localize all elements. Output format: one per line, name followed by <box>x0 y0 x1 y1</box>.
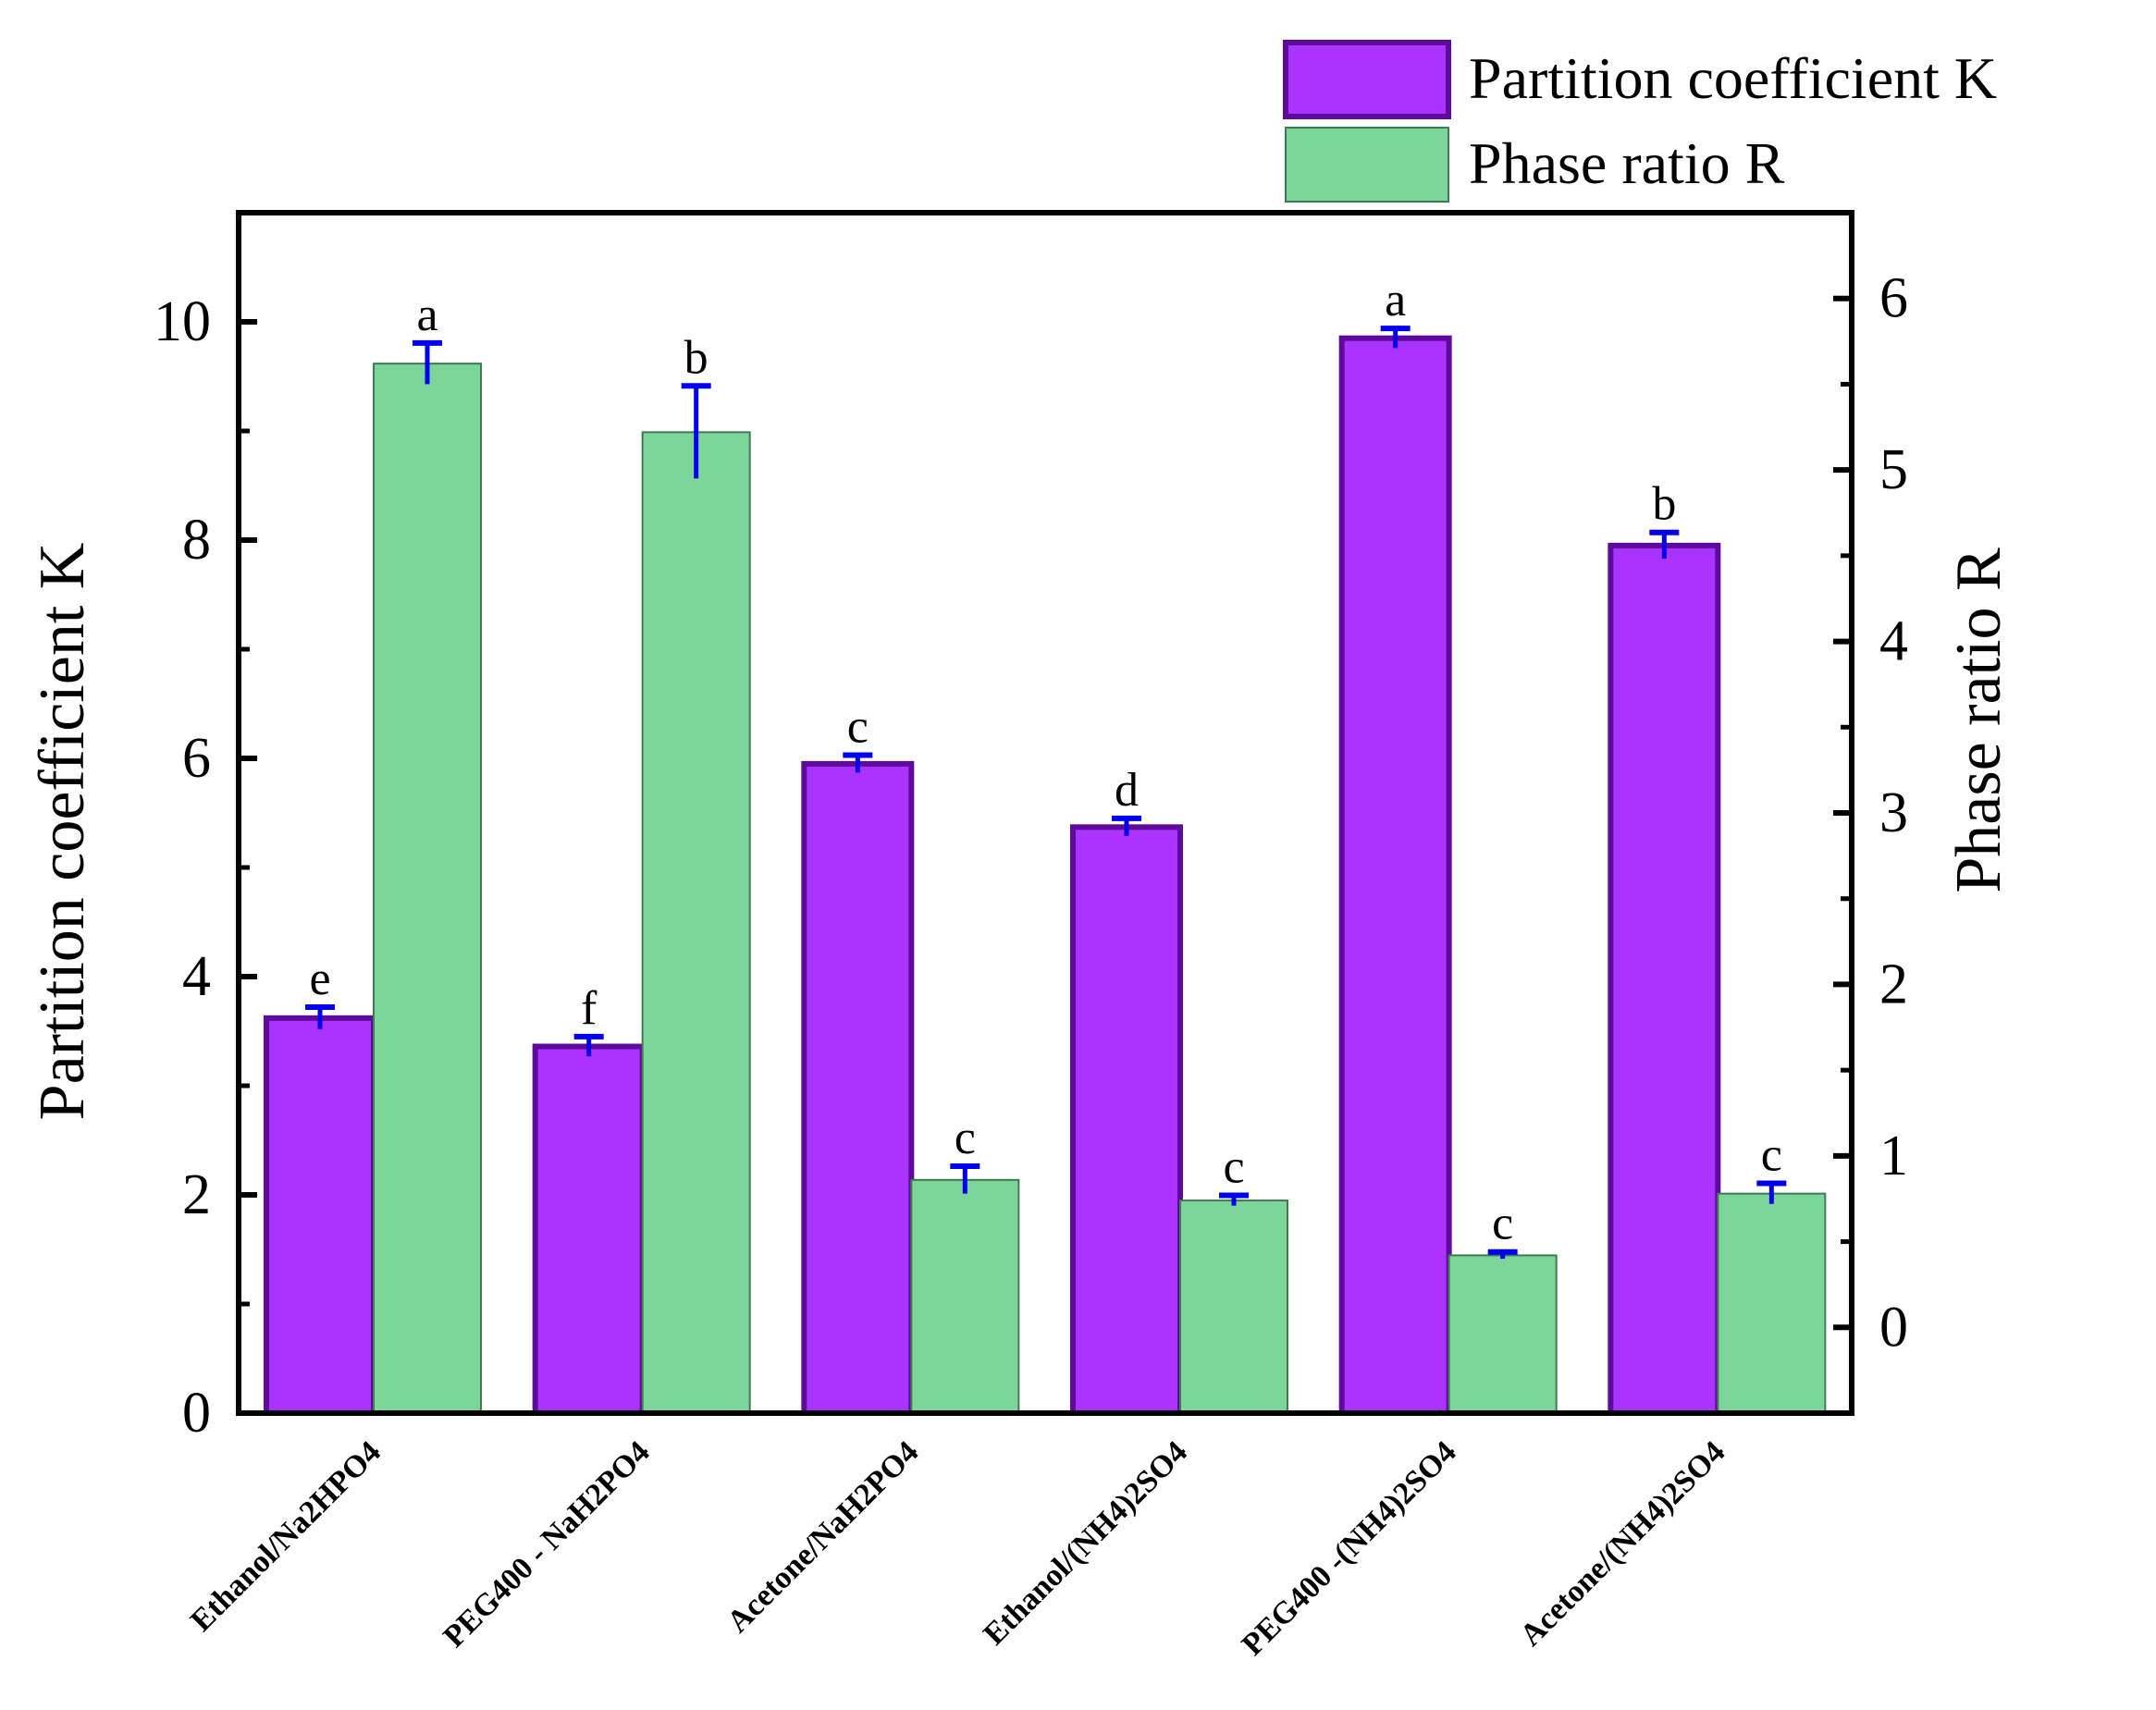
letter-partition-coefficient-k-peg400-nh4-2so4: a <box>1385 274 1406 326</box>
bar-phase-ratio-r-ethanol-nh4-2so4 <box>1179 1199 1288 1415</box>
y-axis-label: Partition coefficient K <box>27 543 98 1121</box>
axis-ticks-layer <box>239 295 1852 1416</box>
y2-tick-label-2: 2 <box>1879 953 1908 1015</box>
letter-partition-coefficient-k-acetone-nah2po4: c <box>847 700 869 753</box>
legend-label-partition-coefficient: Partition coefficient K <box>1469 45 1997 111</box>
tick-labels-layer: 0 2 4 6 8 10 0 1 2 3 4 5 6 <box>154 267 1908 1445</box>
category-label-peg400-nh4-2so4: PEG400 -(NH4)2SO4 <box>1236 1434 1463 1662</box>
y2-tick-label-5: 5 <box>1879 438 1908 501</box>
bars-layer <box>264 335 1827 1417</box>
letter-partition-coefficient-k-peg400-nah2po4: f <box>581 982 598 1035</box>
y2-tick-label-6: 6 <box>1879 267 1908 330</box>
letter-phase-ratio-r-acetone-nh4-2so4: c <box>1761 1129 1782 1182</box>
y2-tick-label-1: 1 <box>1879 1125 1908 1187</box>
legend-swatch-phase-ratio <box>1285 127 1449 203</box>
letter-phase-ratio-r-peg400-nah2po4: b <box>684 331 708 384</box>
letter-phase-ratio-r-ethanol-na2hpo4: a <box>416 289 437 341</box>
bar-partition-coefficient-k-peg400-nh4-2so4 <box>1338 335 1452 1417</box>
legend: Partition coefficient K Phase ratio R <box>1283 40 1997 203</box>
y-tick-label-8: 8 <box>182 509 211 572</box>
category-label-acetone-nh4-2so4: Acetone/(NH4)2SO4 <box>1513 1434 1731 1653</box>
category-label-ethanol-nh4-2so4: Ethanol/(NH4)2SO4 <box>977 1434 1194 1652</box>
error-bars-layer <box>305 326 1787 1260</box>
bar-phase-ratio-r-peg400-nh4-2so4 <box>1448 1254 1558 1415</box>
y2-tick-label-4: 4 <box>1879 610 1908 673</box>
bar-phase-ratio-r-ethanol-na2hpo4 <box>373 363 482 1415</box>
letter-phase-ratio-r-ethanol-nh4-2so4: c <box>1223 1141 1244 1194</box>
y2-tick-label-0: 0 <box>1879 1296 1908 1359</box>
y2-tick-label-3: 3 <box>1879 781 1908 844</box>
letter-partition-coefficient-k-acetone-nh4-2so4: b <box>1652 478 1676 531</box>
bar-partition-coefficient-k-acetone-nah2po4 <box>801 760 915 1416</box>
letter-phase-ratio-r-acetone-nah2po4: c <box>955 1112 976 1164</box>
category-label-ethanol-na2hpo4: Ethanol/Na2HPO4 <box>184 1434 388 1638</box>
bar-partition-coefficient-k-ethanol-na2hpo4 <box>264 1015 376 1416</box>
letter-phase-ratio-r-peg400-nh4-2so4: c <box>1492 1198 1513 1250</box>
letter-partition-coefficient-k-ethanol-nh4-2so4: d <box>1115 764 1139 817</box>
y-tick-label-10: 10 <box>154 290 211 353</box>
bar-partition-coefficient-k-ethanol-nh4-2so4 <box>1070 824 1183 1416</box>
bar-partition-coefficient-k-acetone-nh4-2so4 <box>1608 542 1721 1416</box>
category-label-acetone-nah2po4: Acetone/NaH2PO4 <box>721 1434 925 1639</box>
y-tick-label-6: 6 <box>182 727 211 790</box>
bar-partition-coefficient-k-peg400-nah2po4 <box>532 1043 646 1417</box>
legend-label-phase-ratio: Phase ratio R <box>1469 130 1785 196</box>
bar-phase-ratio-r-acetone-nh4-2so4 <box>1717 1192 1827 1415</box>
y-tick-label-0: 0 <box>182 1382 211 1445</box>
category-labels-layer: Ethanol/Na2HPO4 PEG400 - NaH2PO4 Acetone/N… <box>184 1434 1731 1662</box>
legend-swatch-partition-coefficient <box>1283 40 1451 119</box>
y-tick-label-2: 2 <box>182 1163 211 1226</box>
bar-phase-ratio-r-acetone-nah2po4 <box>910 1178 1020 1414</box>
letter-partition-coefficient-k-ethanol-na2hpo4: e <box>309 953 330 1005</box>
y2-axis-label: Phase ratio R <box>1943 547 2014 893</box>
significance-letters-layer: e a f b c c d c a c b c <box>309 274 1781 1250</box>
category-label-peg400-nah2po4: PEG400 - NaH2PO4 <box>437 1434 656 1654</box>
bar-phase-ratio-r-peg400-nah2po4 <box>641 431 751 1415</box>
y-tick-label-4: 4 <box>182 945 211 1008</box>
